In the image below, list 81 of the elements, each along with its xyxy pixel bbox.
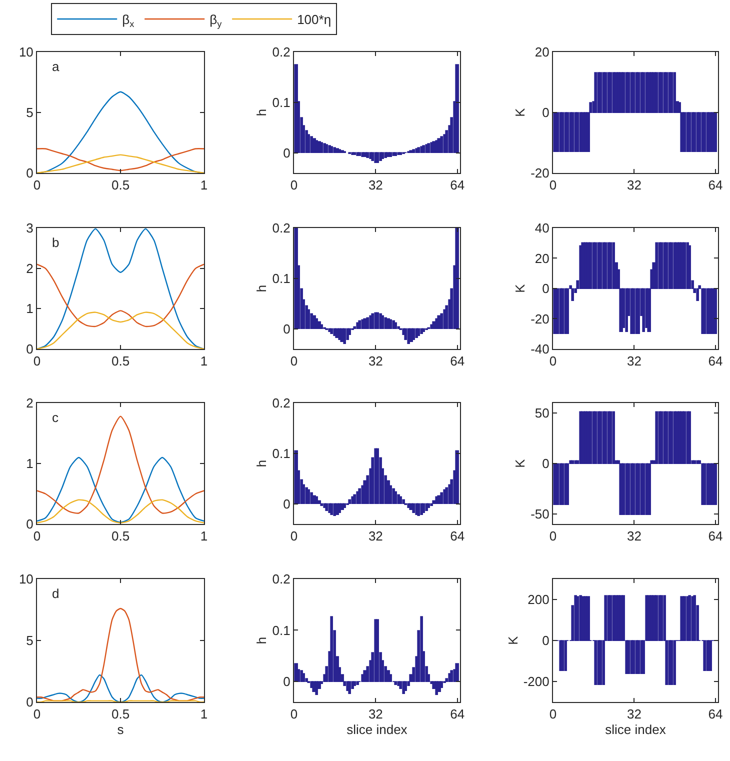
x-axis-title: slice index: [346, 722, 408, 738]
y-axis-title: h: [254, 460, 270, 468]
x-tick-label: 1: [200, 706, 208, 722]
y-tick-label: 2: [26, 396, 34, 411]
annotation: a: [52, 59, 60, 74]
y-tick-label: 5: [26, 633, 34, 648]
y-tick-label: 0: [26, 516, 34, 532]
x-tick-label: 64: [708, 528, 723, 544]
y-axis-title: h: [254, 284, 270, 292]
x-tick-label: 32: [627, 706, 642, 722]
y-tick-label: 40: [534, 220, 550, 236]
x-tick-label: 32: [368, 354, 383, 369]
y-tick-label: 3: [26, 220, 34, 236]
x-tick-label: 32: [627, 528, 642, 544]
legend-label: β$_{y}$: [210, 12, 222, 29]
y-tick-label: 50: [534, 406, 550, 421]
x-tick-label: 32: [627, 354, 642, 369]
y-axis-title: h: [254, 108, 270, 116]
x-tick-label: 1: [200, 178, 208, 193]
y-tick-label: 0.2: [272, 572, 290, 587]
y-tick-label: -50: [530, 506, 550, 522]
y-tick-label: 20: [534, 250, 550, 266]
y-tick-label: 10: [18, 44, 34, 60]
annotation: b: [52, 235, 60, 250]
y-tick-label: -40: [530, 342, 550, 357]
x-tick-label: 0.5: [111, 178, 130, 193]
legend-label: 100*η: [297, 12, 332, 28]
x-tick-label: 32: [368, 706, 383, 722]
y-tick-label: 10: [18, 572, 34, 587]
y-tick-label: 20: [534, 44, 550, 60]
y-tick-label: 1: [26, 456, 34, 472]
x-tick-label: 1: [200, 354, 208, 369]
y-tick-label: 0: [283, 321, 290, 336]
x-tick-label: 64: [450, 354, 465, 369]
y-tick-label: 0: [283, 496, 290, 512]
y-tick-label: 0: [26, 694, 34, 710]
x-tick-label: 64: [450, 528, 465, 544]
y-tick-label: 1: [26, 301, 34, 316]
x-tick-label: 32: [368, 528, 383, 544]
y-axis-title: h: [254, 636, 270, 644]
y-tick-label: 2: [26, 260, 34, 276]
y-tick-label: 5: [26, 105, 34, 120]
annotation: c: [52, 410, 59, 425]
x-tick-label: 64: [450, 706, 465, 722]
y-tick-label: 0.2: [272, 396, 290, 411]
x-tick-label: 32: [627, 178, 642, 193]
x-tick-label: 64: [708, 354, 723, 369]
y-tick-label: 0: [542, 281, 550, 296]
x-axis-title: s: [117, 722, 124, 738]
y-axis-title: K: [512, 284, 528, 293]
legend-label: β$_{x}$: [122, 12, 135, 29]
x-tick-label: 0.5: [111, 528, 130, 544]
x-tick-label: 64: [708, 706, 723, 722]
x-tick-label: 64: [708, 178, 723, 193]
y-tick-label: -20: [530, 166, 550, 181]
y-tick-label: 200: [528, 592, 550, 608]
y-tick-label: 0: [26, 166, 34, 181]
annotation: d: [52, 586, 60, 601]
y-tick-label: 0: [26, 342, 34, 357]
x-axis-title: slice index: [605, 722, 666, 738]
y-tick-label: 0.1: [272, 94, 290, 110]
x-tick-label: 1: [200, 528, 208, 544]
y-axis-title: K: [512, 458, 528, 468]
y-tick-label: -20: [530, 311, 550, 326]
y-tick-label: 0: [542, 633, 550, 648]
y-tick-label: 0.2: [272, 44, 290, 60]
y-tick-label: 0.2: [272, 220, 290, 236]
y-tick-label: 0.1: [272, 446, 290, 461]
y-tick-label: 0: [542, 456, 550, 472]
y-axis-title: K: [505, 636, 520, 645]
x-tick-label: 0.5: [111, 706, 130, 722]
y-tick-label: 0: [283, 674, 290, 690]
y-tick-label: -200: [523, 674, 550, 690]
y-tick-label: 0: [283, 145, 290, 160]
y-axis-title: K: [512, 108, 528, 117]
x-tick-label: 0.5: [111, 354, 130, 369]
x-tick-label: 32: [368, 178, 383, 193]
y-tick-label: 0.1: [272, 622, 290, 638]
y-tick-label: 0: [542, 105, 550, 120]
y-tick-label: 0.1: [272, 270, 290, 286]
x-tick-label: 64: [450, 178, 465, 193]
